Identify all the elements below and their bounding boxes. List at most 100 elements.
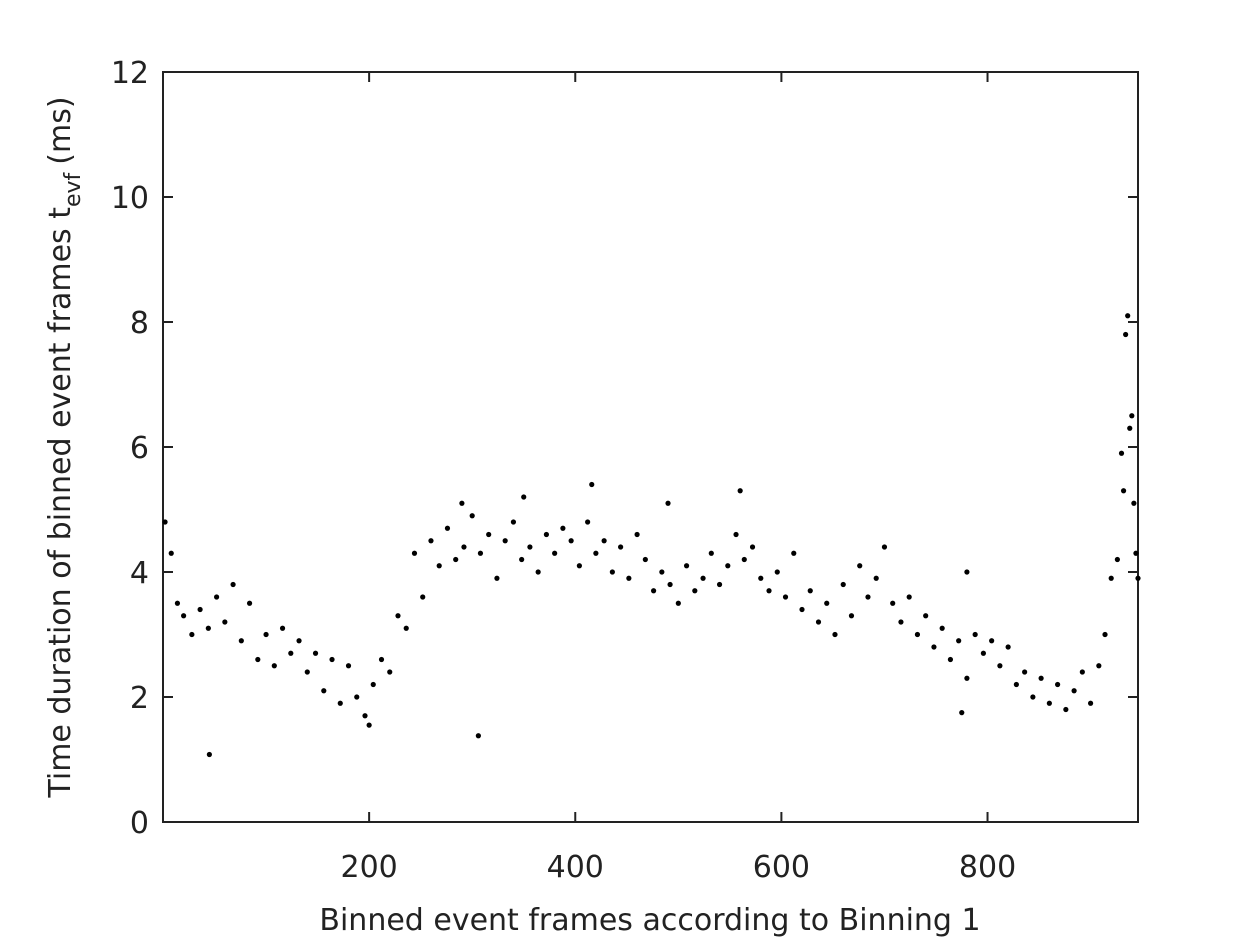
point [453,556,459,563]
point [741,556,747,563]
point [1108,575,1114,581]
point [296,638,302,644]
point [857,563,863,569]
point [799,606,805,613]
point [585,519,591,525]
point [749,544,756,550]
point [618,544,624,550]
point [459,500,465,506]
point [189,631,195,638]
point [255,656,261,663]
point [1129,413,1135,419]
point [279,625,286,631]
point [1005,644,1011,650]
point [626,575,632,581]
point [1133,550,1139,556]
point [205,625,211,631]
point [213,594,220,600]
point [601,538,607,544]
point [634,531,640,538]
point [475,733,481,739]
point [502,538,508,544]
point [642,556,648,563]
point [1114,556,1120,563]
point [898,619,904,625]
point [162,519,168,525]
point [848,613,855,619]
point [1123,331,1129,338]
point [1022,669,1028,675]
point [1046,700,1052,706]
x-tick-label: 600 [753,850,810,885]
point [758,575,764,581]
point [906,594,912,600]
point [914,631,921,638]
point [543,531,550,538]
point [576,563,582,569]
point [370,681,376,688]
x-axis-label: Binned event frames according to Binning… [319,903,980,938]
point [766,588,772,594]
point [395,613,401,619]
point [683,563,690,569]
point [865,594,871,600]
point [997,663,1003,669]
point [675,600,681,606]
point [708,550,714,556]
point [650,588,657,594]
point [931,644,937,650]
point [890,600,896,606]
y-label-main: Time duration of binned event frames t [43,207,78,799]
point [362,713,368,719]
point [807,588,813,594]
x-tick-label: 400 [547,850,604,885]
point [535,569,541,575]
point [774,569,780,575]
y-tick-label: 10 [111,181,149,216]
point [589,481,595,488]
point [469,513,475,519]
point [387,669,393,675]
point [428,538,434,544]
point [609,569,615,575]
point [1030,694,1036,700]
point [403,625,409,631]
point [552,550,558,556]
point [238,638,244,644]
point [494,575,500,581]
point [791,550,797,556]
point [345,663,352,669]
y-label-unit: (ms) [43,96,78,164]
point [354,694,360,700]
point [568,538,574,544]
point [337,700,343,706]
point [716,581,723,588]
point [840,581,846,588]
point [378,656,385,663]
point [959,710,965,716]
point [1120,488,1127,494]
point [782,594,789,600]
point [665,500,671,506]
point [923,613,929,619]
point [321,688,327,694]
point [956,638,962,644]
point [832,631,838,638]
point [444,525,451,531]
point [1131,500,1137,506]
point [420,594,426,600]
point [700,575,706,581]
point [824,600,830,606]
point [222,619,228,625]
point [815,619,822,625]
point [947,656,954,663]
point [593,550,599,556]
point [366,722,372,728]
point [1102,631,1108,638]
point [521,494,527,500]
point [737,488,743,494]
point [206,751,212,758]
point [692,588,698,594]
point [461,544,467,550]
point [288,650,294,656]
